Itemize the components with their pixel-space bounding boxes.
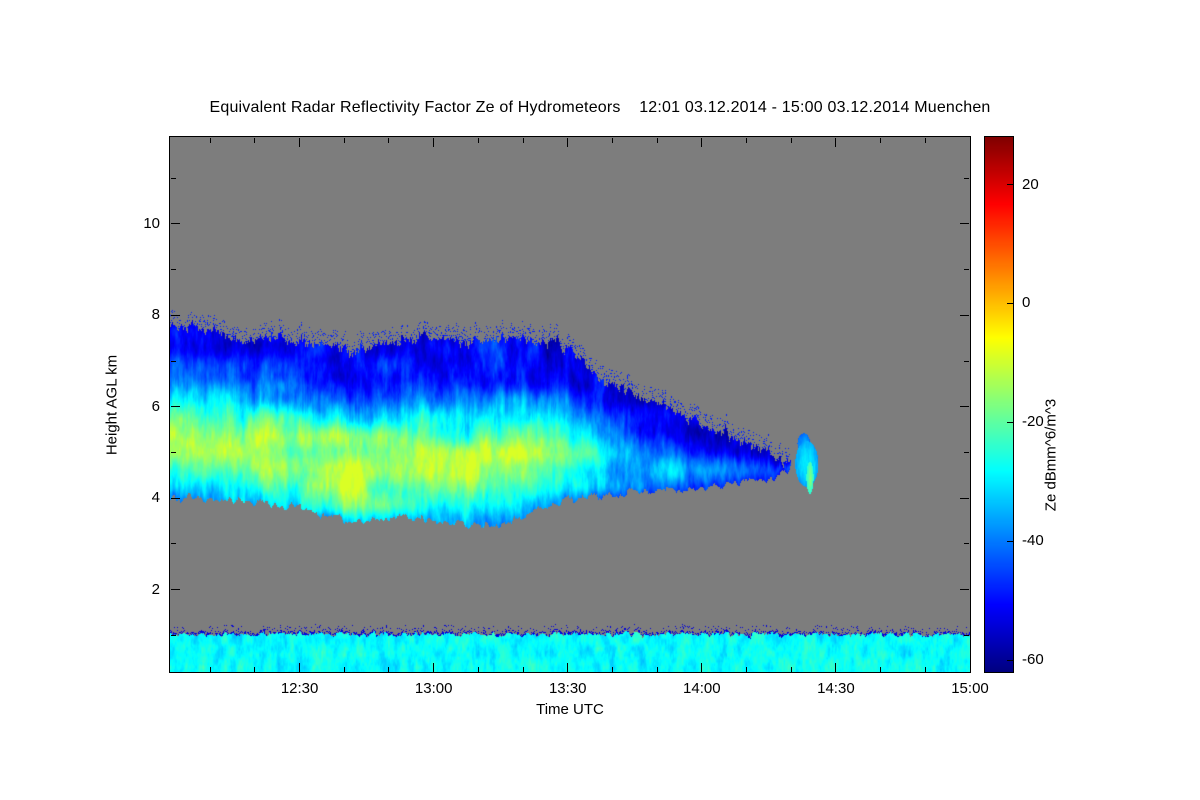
x-axis-minor-tick xyxy=(656,138,658,143)
y-axis-minor-tick xyxy=(171,360,176,362)
x-axis-minor-tick xyxy=(611,667,613,672)
x-axis-minor-tick xyxy=(254,667,256,672)
colorbar-tick xyxy=(1007,302,1013,304)
y-axis-tick xyxy=(960,497,969,499)
y-axis-minor-tick xyxy=(964,543,969,545)
colorbar xyxy=(984,136,1014,673)
y-tick-label: 10 xyxy=(143,214,160,232)
x-axis-minor-tick xyxy=(746,138,748,143)
heatmap-canvas xyxy=(169,136,971,673)
y-axis-tick xyxy=(960,223,969,225)
x-tick-label: 13:00 xyxy=(414,680,453,697)
colorbar-tick-label: -20 xyxy=(1022,413,1044,431)
x-axis-tick xyxy=(433,138,435,147)
x-axis-minor-tick xyxy=(343,138,345,143)
y-axis-minor-tick xyxy=(171,269,176,271)
y-axis-minor-tick xyxy=(964,360,969,362)
y-axis-tick xyxy=(960,314,969,316)
x-tick-label: 14:00 xyxy=(683,680,721,697)
colorbar-tick xyxy=(1007,421,1013,423)
x-axis-minor-tick xyxy=(477,667,479,672)
x-axis-minor-tick xyxy=(388,667,390,672)
x-axis-tick xyxy=(701,663,703,672)
x-axis-tick xyxy=(835,663,837,672)
y-axis-tick xyxy=(171,589,180,591)
colorbar-tick-label: 20 xyxy=(1022,175,1039,193)
x-axis-label: Time UTC xyxy=(536,701,604,718)
colorbar-tick xyxy=(1007,540,1013,542)
x-axis-tick xyxy=(567,138,569,147)
y-axis-tick xyxy=(960,589,969,591)
y-axis-minor-tick xyxy=(964,177,969,179)
x-axis-tick xyxy=(835,138,837,147)
x-axis-minor-tick xyxy=(790,138,792,143)
y-axis-tick xyxy=(171,223,180,225)
x-axis-minor-tick xyxy=(880,138,882,143)
x-axis-minor-tick xyxy=(477,138,479,143)
x-axis-minor-tick xyxy=(343,667,345,672)
y-tick-label: 2 xyxy=(151,580,160,598)
y-axis-minor-tick xyxy=(964,634,969,636)
y-axis-minor-tick xyxy=(964,269,969,271)
y-axis-tick xyxy=(960,406,969,408)
x-axis-minor-tick xyxy=(924,667,926,672)
y-tick-label: 6 xyxy=(151,397,160,415)
x-axis-tick xyxy=(433,663,435,672)
colorbar-tick xyxy=(1007,184,1013,186)
x-axis-tick xyxy=(299,138,301,147)
x-axis-minor-tick xyxy=(656,667,658,672)
x-axis-minor-tick xyxy=(209,138,211,143)
x-axis-tick xyxy=(299,663,301,672)
x-axis-tick xyxy=(969,138,971,147)
x-axis-minor-tick xyxy=(746,667,748,672)
colorbar-tick-label: 0 xyxy=(1022,294,1031,312)
y-axis-minor-tick xyxy=(171,543,176,545)
y-axis-tick xyxy=(171,497,180,499)
x-axis-tick xyxy=(969,663,971,672)
y-axis-tick xyxy=(171,314,180,316)
x-axis-minor-tick xyxy=(522,138,524,143)
x-tick-label: 13:30 xyxy=(548,680,587,697)
y-axis-minor-tick xyxy=(171,634,176,636)
x-axis-minor-tick xyxy=(254,138,256,143)
x-axis-minor-tick xyxy=(790,667,792,672)
colorbar-tick-label: -60 xyxy=(1022,651,1044,669)
x-axis-tick xyxy=(567,663,569,672)
chart-title: Equivalent Radar Reflectivity Factor Ze … xyxy=(209,99,991,116)
x-axis-tick xyxy=(701,138,703,147)
y-tick-label: 4 xyxy=(151,489,160,507)
x-axis-minor-tick xyxy=(209,667,211,672)
x-axis-minor-tick xyxy=(388,138,390,143)
y-axis-minor-tick xyxy=(171,177,176,179)
colorbar-tick-label: -40 xyxy=(1022,532,1044,550)
y-axis-tick xyxy=(171,406,180,408)
y-tick-label: 8 xyxy=(151,306,160,324)
x-tick-label: 12:30 xyxy=(280,680,319,697)
y-axis-minor-tick xyxy=(964,452,969,453)
y-axis-minor-tick xyxy=(171,452,176,453)
x-axis-minor-tick xyxy=(522,667,524,672)
x-axis-minor-tick xyxy=(924,138,926,143)
colorbar-tick xyxy=(1007,659,1013,661)
x-axis-minor-tick xyxy=(611,138,613,143)
x-axis-minor-tick xyxy=(880,667,882,672)
x-tick-label: 15:00 xyxy=(951,680,989,697)
x-tick-label: 14:30 xyxy=(817,680,855,697)
